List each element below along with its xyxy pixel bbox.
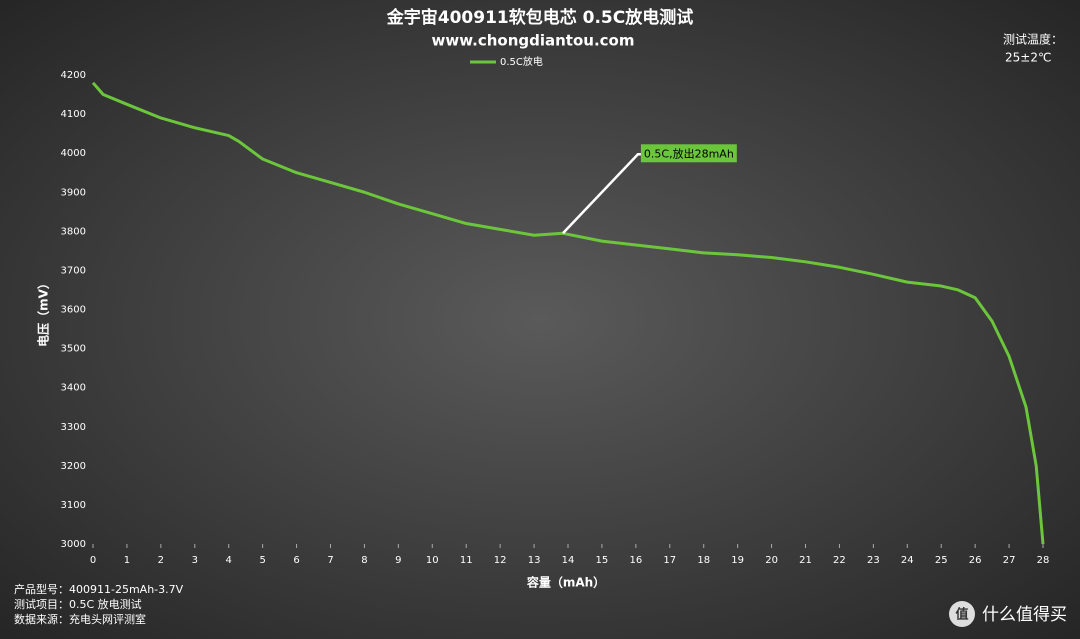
x-tick-label: 25 — [935, 555, 948, 566]
x-tick-label: 20 — [765, 555, 778, 566]
x-tick-label: 22 — [833, 555, 846, 566]
x-tick-label: 6 — [293, 555, 299, 566]
y-tick-label: 4000 — [61, 148, 86, 159]
x-axis-label: 容量（mAh） — [526, 575, 605, 590]
x-tick-label: 1 — [124, 555, 130, 566]
x-tick-label: 15 — [596, 555, 609, 566]
x-tick-label: 17 — [663, 555, 676, 566]
x-tick-label: 4 — [226, 555, 232, 566]
y-axis-label: 电压（mV） — [36, 277, 51, 347]
x-tick-label: 16 — [629, 555, 642, 566]
x-tick-label: 7 — [327, 555, 333, 566]
line — [91, 81, 1045, 545]
x-tick-label: 18 — [697, 555, 710, 566]
x-tick-label: 0 — [90, 555, 96, 566]
chart-subtitle: www.chongdiantou.com — [432, 32, 635, 50]
y-tick-label: 3400 — [61, 383, 86, 394]
x-tick-label: 2 — [158, 555, 164, 566]
x-tick-label: 5 — [259, 555, 265, 566]
x-tick-label: 8 — [361, 555, 367, 566]
y-tick-label: 3200 — [61, 461, 86, 472]
x-tick-label: 10 — [426, 555, 439, 566]
y-tick-label: 3100 — [61, 500, 86, 511]
x-tick-label: 27 — [1003, 555, 1016, 566]
y-tick-label: 3800 — [61, 226, 86, 237]
x-tick-label: 28 — [1037, 555, 1050, 566]
y-tick-label: 3000 — [61, 539, 86, 550]
note: 测试温度： — [1003, 32, 1063, 47]
watermark: 值 — [955, 607, 968, 623]
x-tick-label: 21 — [799, 555, 812, 566]
x-tick-label: 24 — [901, 555, 914, 566]
x-tick-label: 11 — [460, 555, 473, 566]
footer: 数据来源：充电头网评测室 — [14, 612, 146, 626]
y-tick-label: 3300 — [61, 422, 86, 433]
y-tick-label: 3500 — [61, 344, 86, 355]
chart-title: 金宇宙400911软包电芯 0.5C放电测试 — [386, 7, 693, 28]
x-tick-label: 14 — [562, 555, 575, 566]
y-tick-label: 3900 — [61, 187, 86, 198]
watermark: 什么值得买 — [982, 605, 1067, 625]
y-tick-label: 4200 — [61, 70, 86, 81]
annotation-leader — [562, 153, 641, 235]
x-tick-label: 9 — [395, 555, 401, 566]
watermark-logo — [949, 601, 975, 627]
annotation: 0.5C,放出28mAh — [644, 146, 734, 160]
footer: 产品型号：400911-25mAh-3.7V — [14, 582, 184, 596]
x-tick-label: 13 — [528, 555, 541, 566]
x-tick-label: 3 — [192, 555, 198, 566]
legend-label: 0.5C放电 — [500, 55, 543, 68]
x-tick-label: 23 — [867, 555, 880, 566]
x-tick-label: 12 — [494, 555, 507, 566]
y-tick-label: 3600 — [61, 305, 86, 316]
footer: 测试项目：0.5C 放电测试 — [14, 597, 142, 611]
y-tick-label: 3700 — [61, 265, 86, 276]
y-tick-label: 4100 — [61, 109, 86, 120]
note: 25±2℃ — [1005, 51, 1051, 65]
x-tick-label: 26 — [969, 555, 982, 566]
x-tick-label: 19 — [731, 555, 744, 566]
annotation-box — [640, 144, 737, 163]
